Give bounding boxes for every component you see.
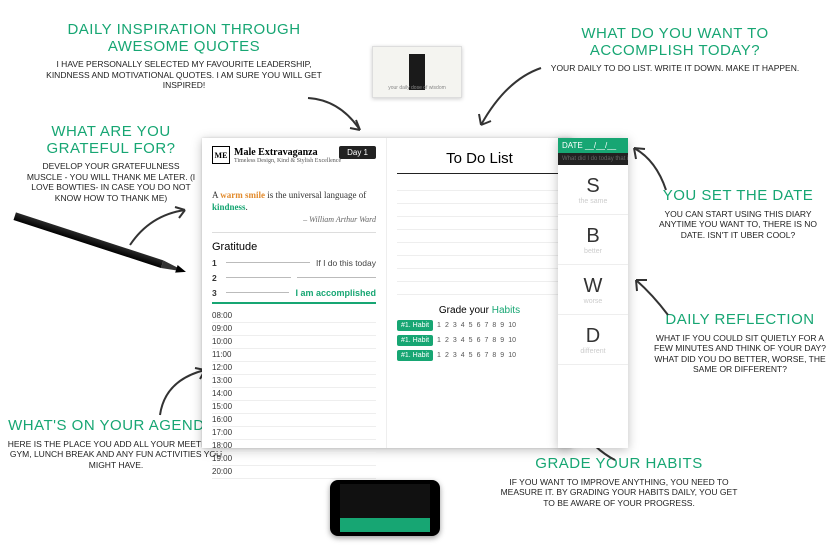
callout-body: Your daily to do list. Write it down. Ma… <box>540 63 810 74</box>
schedule: 08:0009:0010:0011:0012:0013:0014:0015:00… <box>212 310 376 479</box>
habit-badge: #1. Habit <box>397 335 433 346</box>
divider <box>212 302 376 304</box>
cell-letter: B <box>586 225 599 248</box>
input-line[interactable] <box>226 292 289 293</box>
schedule-row[interactable]: 19:00 <box>212 453 376 466</box>
text: DATE <box>562 141 583 150</box>
callout-body: I have personally selected my favourite … <box>44 59 324 91</box>
callout-title: What are you grateful for? <box>26 124 196 157</box>
reflection-cell[interactable]: Bbetter <box>558 215 628 265</box>
gratitude-row: 2 <box>212 273 376 283</box>
habit-scale[interactable]: 12345678910 <box>437 352 516 359</box>
reflection-prompt: What did I do today that is… <box>558 153 628 165</box>
habit-scale[interactable]: 12345678910 <box>437 322 516 329</box>
habits-heading: Grade your Habits <box>397 305 562 316</box>
text: Grade your <box>439 305 492 316</box>
habit-row: #1. Habit 12345678910 <box>397 320 562 331</box>
cell-word: the same <box>579 198 608 205</box>
callout-title: Daily inspiration through awesome quotes <box>44 22 324 55</box>
accomplished-label: I am accomplished <box>295 288 376 298</box>
schedule-row[interactable]: 11:00 <box>212 349 376 362</box>
input-line[interactable] <box>226 277 291 278</box>
arrow-icon <box>628 270 678 330</box>
callout-body: If you want to improve anything, you nee… <box>494 477 744 509</box>
schedule-row[interactable]: 09:00 <box>212 323 376 336</box>
reflection-cell[interactable]: Sthe same <box>558 165 628 215</box>
cell-letter: W <box>584 275 603 298</box>
schedule-row[interactable]: 12:00 <box>212 362 376 375</box>
gratitude-row: 3 I am accomplished <box>212 288 376 298</box>
schedule-row[interactable]: 08:00 <box>212 310 376 323</box>
cell-word: different <box>580 348 605 355</box>
planner-spread: ME Male Extravaganza Timeless Design, Ki… <box>202 138 572 448</box>
habit-row: #1. Habit 12345678910 <box>397 350 562 361</box>
row-number: 2 <box>212 273 220 283</box>
callout-body: What if you could sit quietly for a few … <box>648 333 832 376</box>
quote-highlight: warm smile <box>220 190 265 200</box>
brand-logo-icon: ME <box>212 146 230 164</box>
callout-body: You can start using this diary anytime y… <box>648 209 828 241</box>
habit-badge: #1. Habit <box>397 320 433 331</box>
arrow-icon <box>466 60 556 140</box>
schedule-row[interactable]: 15:00 <box>212 401 376 414</box>
schedule-row[interactable]: 18:00 <box>212 440 376 453</box>
reflection-panel: DATE __/__/__ What did I do today that i… <box>558 138 628 448</box>
card-caption: your daily dose of wisdom <box>388 85 446 91</box>
row-number: 1 <box>212 258 220 268</box>
gratitude-row: 1 If I do this today <box>212 258 376 268</box>
arrow-icon <box>626 140 676 200</box>
phone-accent-bar <box>340 518 430 532</box>
cell-word: worse <box>584 298 603 305</box>
gratitude-heading: Gratitude <box>212 241 376 253</box>
reflection-cell[interactable]: Ddifferent <box>558 315 628 365</box>
phone-mockup <box>330 480 440 536</box>
habit-row: #1. Habit 12345678910 <box>397 335 562 346</box>
quote-card: your daily dose of wisdom <box>372 46 462 98</box>
todo-heading: To Do List <box>397 146 562 174</box>
quote-highlight: kindness <box>212 202 246 212</box>
quote-author: – William Arthur Ward <box>212 215 376 225</box>
schedule-row[interactable]: 13:00 <box>212 375 376 388</box>
planner-left-page: ME Male Extravaganza Timeless Design, Ki… <box>202 138 387 448</box>
schedule-row[interactable]: 16:00 <box>212 414 376 427</box>
schedule-row[interactable]: 10:00 <box>212 336 376 349</box>
callout-accomplish: What do you want to accomplish today? Yo… <box>540 26 810 74</box>
day-badge: Day 1 <box>339 146 376 159</box>
if-label: If I do this today <box>316 258 376 268</box>
cell-word: better <box>584 248 602 255</box>
quote-text: is the universal language of <box>265 190 366 200</box>
callout-body: Here is the place you add all your meeti… <box>6 439 226 471</box>
habit-scale[interactable]: 12345678910 <box>437 337 516 344</box>
quote-text: . <box>246 202 248 212</box>
date-label: DATE __/__/__ <box>558 138 628 153</box>
reflection-cell[interactable]: Wworse <box>558 265 628 315</box>
habit-badge: #1. Habit <box>397 350 433 361</box>
cell-letter: D <box>586 325 600 348</box>
phone-text <box>340 484 430 490</box>
callout-body: Develop your gratefulness muscle - you w… <box>26 161 196 204</box>
schedule-row[interactable]: 20:00 <box>212 466 376 479</box>
schedule-row[interactable]: 14:00 <box>212 388 376 401</box>
cell-letter: S <box>586 175 599 198</box>
schedule-row[interactable]: 17:00 <box>212 427 376 440</box>
phone-screen <box>340 484 430 532</box>
row-number: 3 <box>212 288 220 298</box>
callout-title: What do you want to accomplish today? <box>540 26 810 59</box>
daily-quote: A warm smile is the universal language o… <box>212 190 376 233</box>
brand-name: Male Extravaganza <box>234 147 341 158</box>
input-line[interactable] <box>297 277 376 278</box>
callout-inspiration: Daily inspiration through awesome quotes… <box>44 22 324 91</box>
planner-right-page: To Do List Grade your Habits #1. Habit 12… <box>387 138 572 448</box>
todo-lines[interactable] <box>397 178 562 295</box>
brand-tagline: Timeless Design, Kind & Stylish Excellen… <box>234 158 341 164</box>
callout-grateful: What are you grateful for? Develop your … <box>26 124 196 204</box>
input-line[interactable] <box>226 262 310 263</box>
text: Habits <box>492 305 520 316</box>
